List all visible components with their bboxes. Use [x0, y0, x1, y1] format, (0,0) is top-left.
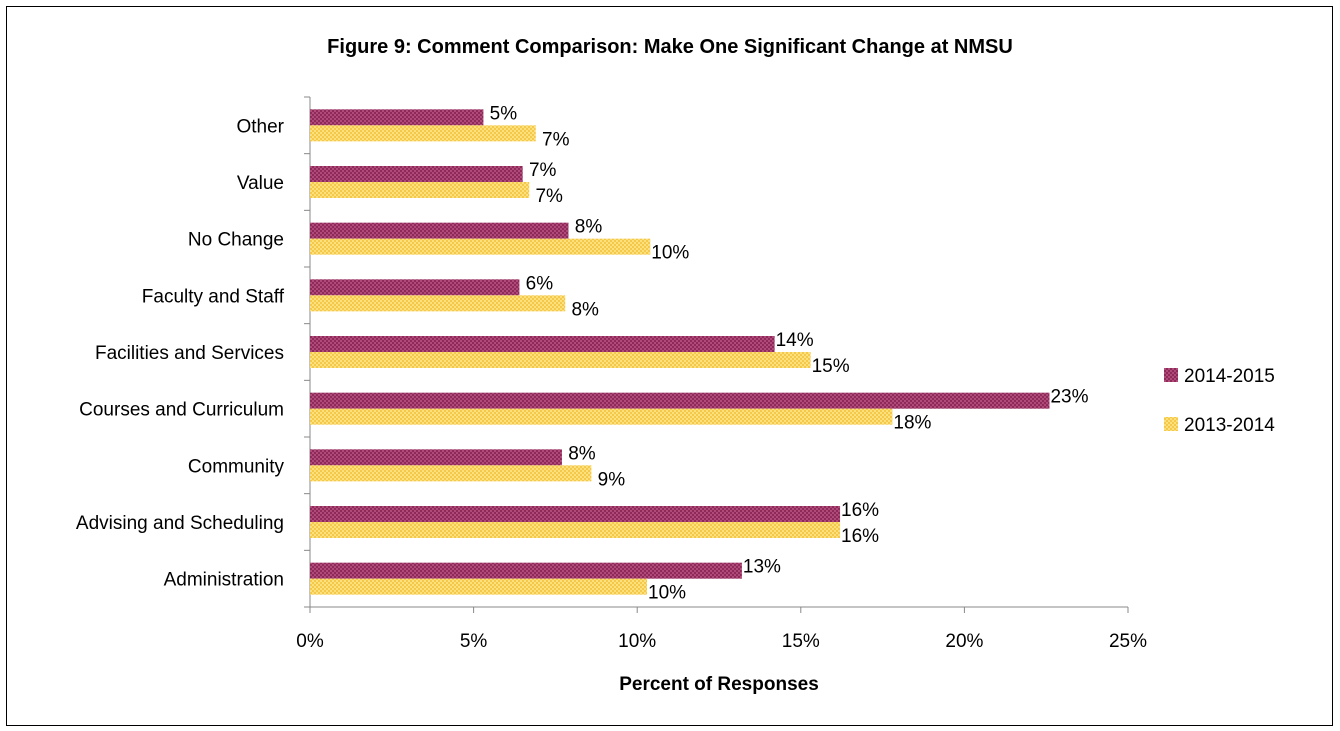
data-label: 14% — [776, 330, 814, 351]
data-label: 9% — [598, 469, 626, 490]
x-axis-title: Percent of Responses — [619, 674, 819, 695]
data-label: 16% — [841, 500, 879, 521]
x-tick-label: 20% — [945, 631, 983, 652]
data-label: 5% — [490, 103, 518, 124]
bar — [310, 408, 893, 425]
data-label: 10% — [651, 243, 689, 264]
data-label: 10% — [648, 583, 686, 604]
x-tick-label: 10% — [618, 631, 656, 652]
legend-label: 2013-2014 — [1184, 415, 1275, 436]
bar — [310, 562, 742, 579]
data-label: 6% — [526, 273, 554, 294]
data-label: 8% — [571, 299, 599, 320]
bar — [310, 279, 520, 296]
category-label: Other — [236, 116, 284, 137]
category-label: Facilities and Services — [95, 343, 284, 364]
chart-title: Figure 9: Comment Comparison: Make One S… — [327, 36, 1013, 58]
bar — [310, 295, 566, 312]
data-label: 8% — [575, 217, 603, 238]
data-label: 18% — [893, 413, 931, 434]
category-label: Value — [237, 173, 284, 194]
x-tick-label: 15% — [782, 631, 820, 652]
category-label: Faculty and Staff — [142, 286, 285, 307]
category-label: Community — [188, 456, 285, 477]
x-tick-label: 5% — [460, 631, 488, 652]
bar — [310, 449, 562, 466]
bar — [310, 125, 536, 142]
data-label: 8% — [568, 443, 596, 464]
legend-swatch — [1164, 368, 1178, 382]
bar — [310, 352, 811, 368]
data-label: 7% — [542, 129, 570, 150]
bar — [310, 222, 569, 239]
data-label: 13% — [743, 557, 781, 578]
bar — [310, 336, 775, 352]
bar — [310, 109, 484, 126]
bar — [310, 238, 651, 255]
data-label: 16% — [841, 526, 879, 547]
data-label: 23% — [1050, 387, 1088, 408]
legend-label: 2014-2015 — [1184, 366, 1275, 387]
bar — [310, 506, 841, 522]
x-tick-label: 0% — [296, 631, 324, 652]
data-label: 15% — [812, 356, 850, 377]
category-label: No Change — [188, 230, 284, 251]
category-label: Administration — [164, 570, 284, 591]
bar — [310, 182, 530, 198]
data-label: 7% — [535, 186, 563, 207]
bar — [310, 578, 648, 595]
bar — [310, 392, 1050, 409]
x-tick-label: 25% — [1109, 631, 1147, 652]
category-label: Courses and Curriculum — [79, 400, 284, 421]
bar — [310, 166, 523, 182]
legend-swatch — [1164, 417, 1178, 431]
data-label: 7% — [529, 160, 557, 181]
bar — [310, 522, 841, 538]
category-label: Advising and Scheduling — [76, 513, 284, 534]
bar — [310, 465, 592, 482]
